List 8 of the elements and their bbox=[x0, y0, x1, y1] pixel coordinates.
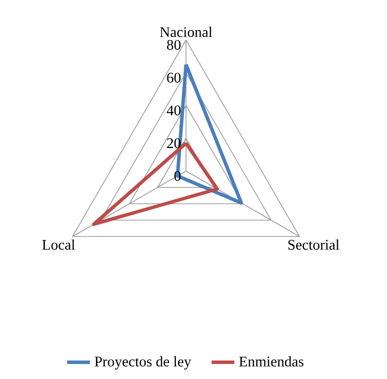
spoke-label: Nacional bbox=[160, 26, 212, 38]
y-tick-label: 60 bbox=[167, 72, 181, 83]
y-tick-label: 40 bbox=[166, 105, 181, 116]
spoke-label: Sectorial bbox=[288, 239, 340, 250]
legend-label: Proyectos de ley bbox=[94, 356, 192, 370]
y-tick-label: 80 bbox=[167, 40, 181, 50]
legend-label: Enmiendas bbox=[239, 356, 304, 366]
spoke-label: Local bbox=[42, 239, 75, 250]
